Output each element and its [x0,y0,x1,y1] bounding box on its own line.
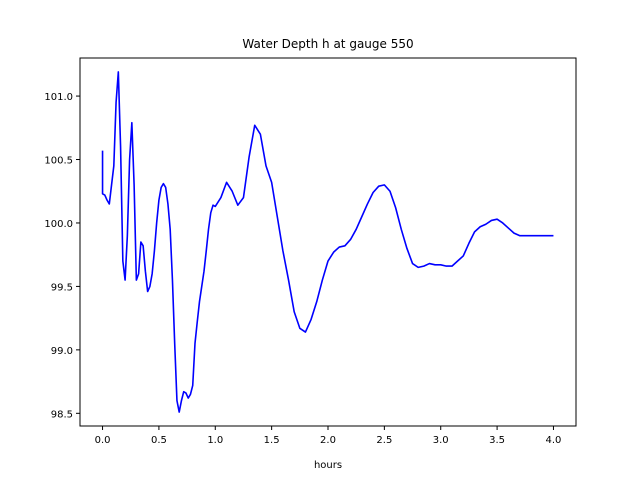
x-tick-label: 4.0 [546,435,562,446]
chart-title: Water Depth h at gauge 550 [242,37,413,51]
y-tick-label: 99.5 [51,282,73,293]
x-tick-label: 2.5 [376,435,392,446]
x-tick-label: 1.0 [207,435,223,446]
y-tick-label: 100.5 [44,156,73,167]
x-tick-label: 2.0 [320,435,336,446]
x-tick-label: 1.5 [264,435,280,446]
y-tick-label: 100.0 [44,219,73,230]
x-tick-label: 3.5 [489,435,505,446]
x-tick-label: 3.0 [433,435,449,446]
x-tick-label: 0.0 [95,435,111,446]
x-axis-label: hours [314,460,342,471]
y-tick-label: 99.0 [51,346,73,357]
y-tick-label: 101.0 [44,92,73,103]
x-tick-label: 0.5 [151,435,167,446]
x-axis-ticks: 0.0 0.5 1.0 1.5 2.0 2.5 3.0 3.5 4.0 [95,426,562,446]
y-axis-ticks: 98.5 99.0 99.5 100.0 100.5 101.0 [44,92,80,420]
series-line [101,71,554,413]
y-tick-label: 98.5 [51,409,73,420]
